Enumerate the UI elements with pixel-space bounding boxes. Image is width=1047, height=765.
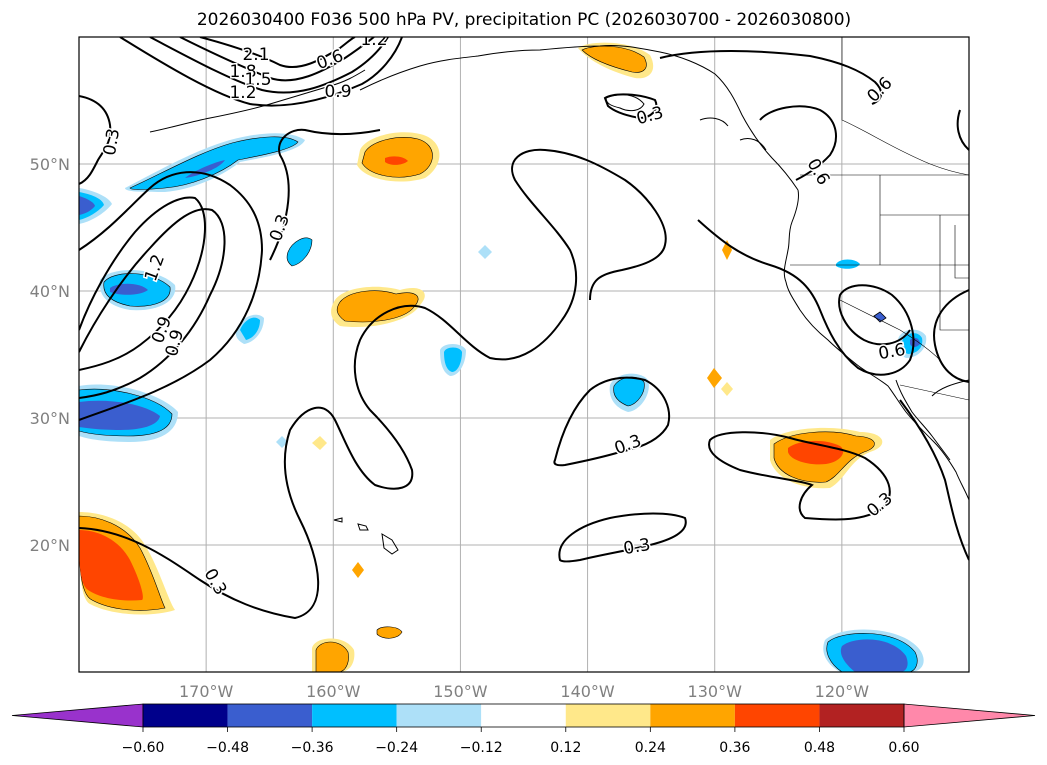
colorbar-segment: [734, 704, 820, 727]
colorbar-extend-high: [903, 703, 1036, 728]
lon-tick-label: 130°W: [688, 682, 743, 701]
lat-tick-label: 50°N: [30, 155, 70, 174]
pv-contours: [79, 37, 969, 620]
colorbar-segment: [143, 704, 228, 727]
contour-label: 0.6: [877, 340, 907, 364]
contour-label: 1.2: [229, 83, 256, 103]
precip-anomaly-hawaii-north: [609, 373, 649, 412]
precip-anomaly-alaska-coast: [578, 42, 654, 79]
lon-tick-label: 170°W: [179, 682, 234, 701]
precip-anomaly-southeast: [823, 629, 924, 672]
precip-fields: [79, 42, 927, 672]
precip-anomaly-west-40n: [99, 270, 176, 311]
lon-tick-label: 150°W: [433, 682, 488, 701]
alaska-aleutian-coastline: [359, 45, 799, 191]
colorbar-tick-label: 0.60: [888, 740, 919, 756]
pv-contour-1.5: [149, 37, 389, 94]
hawaiian-islands: [333, 517, 399, 555]
colorbar: −0.60 −0.48 −0.36 −0.24 −0.12 0.12 0.24 0.36 0.4…: [11, 703, 1036, 756]
pv-contour-2.1: [199, 37, 356, 69]
precip-anomaly-gulf-of-alaska: [357, 132, 440, 182]
contour-label: 0.3: [100, 127, 124, 157]
colorbar-extend-low: [11, 703, 144, 728]
colorbar-segment: [819, 704, 904, 727]
colorbar-tick-label: −0.60: [122, 740, 165, 756]
precip-anomaly-west-30n: [79, 384, 178, 442]
pv-contour-0.3-main: [79, 148, 667, 620]
colorbar-segment: [396, 704, 482, 727]
pv-contour-0.6-west-us: [697, 219, 915, 376]
precip-anomaly-south-west: [79, 512, 175, 615]
lon-tick-label: 120°W: [815, 682, 870, 701]
pv-contour-0.3-mid: [553, 376, 670, 467]
alaska-canada-border: [841, 37, 969, 176]
longitude-ticks: 170°W 160°W 150°W 140°W 130°W 120°W: [179, 682, 869, 701]
contour-label: 0.9: [324, 82, 351, 102]
colorbar-tick-label: 0.24: [635, 740, 666, 756]
pv-contour-1.8: [179, 37, 375, 82]
lon-tick-label: 140°W: [560, 682, 615, 701]
pv-contour-0.6-outer: [79, 171, 264, 421]
pv-contour-1.2-west: [79, 95, 112, 185]
colorbar-tick-label: 0.48: [804, 740, 835, 756]
political-borders: [790, 37, 969, 401]
pv-contour-0.9-west: [79, 208, 226, 399]
precip-anomaly-central-pacific: [331, 286, 425, 328]
contour-label: 2.1: [242, 45, 269, 65]
colorbar-tick-label: 0.36: [719, 740, 750, 756]
chart-title: 2026030400 F036 500 hPa PV, precipitatio…: [197, 10, 851, 30]
colorbar-segment: [312, 704, 397, 727]
us-mexico-border: [899, 384, 969, 401]
pv-contour-0.6-north: [659, 50, 883, 105]
lon-tick-label: 160°W: [306, 682, 361, 701]
colorbar-tick-label: −0.24: [375, 740, 418, 756]
pv-contour-0.3-baja: [708, 431, 891, 521]
contour-label: 1.8: [229, 62, 256, 82]
colorbar-tick-label: −0.12: [460, 740, 503, 756]
california-nevada-border: [839, 299, 941, 361]
colorbar-segment: [227, 704, 313, 727]
pv-contour-0.3-south: [558, 512, 687, 563]
lat-tick-label: 40°N: [30, 282, 70, 301]
colorbar-outline: [142, 703, 905, 728]
lat-tick-label: 20°N: [30, 536, 70, 555]
colorbar-segment: [565, 704, 651, 727]
latitude-ticks: 50°N 40°N 30°N 20°N: [30, 155, 70, 555]
aleutian-chain: [149, 69, 366, 133]
map-frame: [78, 36, 970, 673]
precip-anomaly-northwest: [79, 133, 305, 224]
colorbar-tick-label: −0.36: [291, 740, 334, 756]
baja-peninsula: [895, 379, 951, 461]
lat-tick-label: 30°N: [30, 409, 70, 428]
colorbar-segment: [650, 704, 735, 727]
precip-anomaly-baja: [770, 427, 883, 489]
pv-contour-0.6-bc: [759, 105, 837, 181]
colorbar-segment: [481, 704, 566, 727]
colorbar-tick-label: −0.48: [206, 740, 249, 756]
pv-contour-1.2-trough: [79, 196, 206, 371]
pv-contour-0.3-mexico: [899, 399, 969, 561]
us-state-borders: [790, 175, 969, 331]
contour-label: 1.2: [360, 30, 387, 50]
pv-contour-0.6-southwest: [933, 289, 969, 383]
precip-anomaly-small-blue: [235, 237, 860, 448]
pv-contour-0.3-north: [269, 128, 381, 261]
contour-label: 1.5: [244, 70, 271, 90]
pv-contour-1.2: [119, 37, 403, 107]
pv-contour-0.3-alaska: [603, 93, 658, 120]
pv-contour-0.6-east: [956, 109, 969, 151]
colorbar-tick-label: 0.12: [550, 740, 581, 756]
